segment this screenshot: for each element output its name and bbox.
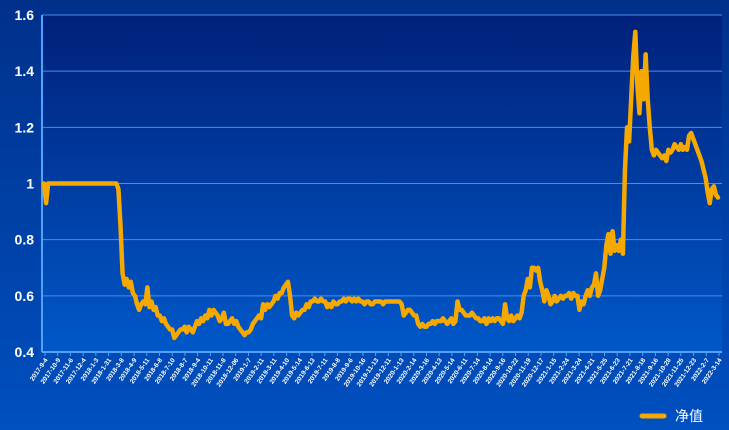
series-line-net-value xyxy=(41,29,721,341)
y-tick-label: 0.6 xyxy=(15,288,35,304)
y-tick-label: 1.6 xyxy=(15,7,35,23)
y-tick-label: 1.4 xyxy=(15,63,35,79)
series-layer xyxy=(41,29,721,341)
legend-label: 净值 xyxy=(675,409,703,425)
y-axis-ticks: 0.4 0.6 0.8 1 1.2 1.4 1.6 xyxy=(15,7,35,360)
y-tick-label: 0.8 xyxy=(15,232,35,248)
y-tick-label: 1 xyxy=(26,176,34,192)
y-tick-label: 1.2 xyxy=(15,119,35,135)
y-tick-label: 0.4 xyxy=(15,344,35,360)
legend: 净值 xyxy=(639,409,703,425)
x-axis-ticks: 2017-9-42017-10-92017-11-62017-12-42018-… xyxy=(29,352,724,388)
